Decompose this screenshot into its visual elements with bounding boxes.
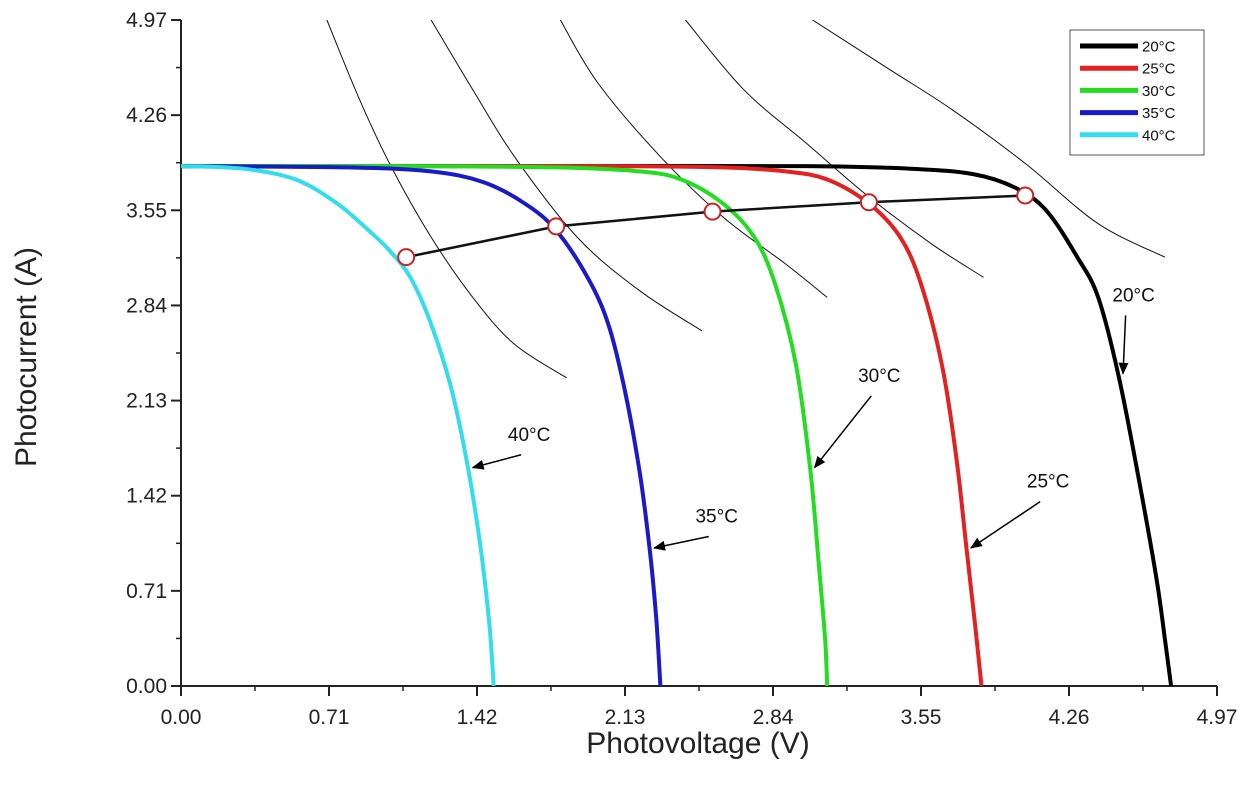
series-line: [181, 163, 1174, 686]
y-tick-label: 2.13: [126, 390, 167, 413]
annotation-label: 20°C: [1112, 285, 1154, 306]
x-tick-label: 2.13: [605, 706, 646, 729]
y-tick-label: 4.97: [126, 9, 167, 32]
y-tick-label: 0.71: [126, 580, 167, 603]
annotation-arrow: [471, 454, 522, 470]
legend-label: 35°C: [1142, 105, 1176, 122]
annotation-label: 25°C: [1027, 472, 1069, 493]
y-tick-label: 4.26: [126, 104, 167, 127]
mpp-marker: [397, 248, 416, 267]
y-axis-title: Photocurrent (A): [10, 247, 43, 467]
annotation-arrow: [1118, 315, 1129, 375]
series-line: [181, 164, 496, 686]
x-axis-title: Photovoltage (V): [586, 727, 809, 760]
legend: 20°C 25°C 30°C 35°C 40°C: [1069, 29, 1205, 156]
x-tick-label: 4.97: [1197, 706, 1238, 729]
annotation-label: 30°C: [858, 366, 900, 387]
y-tick-label: 0.00: [126, 675, 167, 698]
annotation-arrow: [970, 501, 1041, 549]
series-line: [181, 163, 984, 686]
legend-label: 30°C: [1142, 83, 1176, 100]
legend-label: 40°C: [1142, 127, 1176, 144]
plot-contents: [181, 20, 1174, 686]
power-curve: [812, 20, 1166, 258]
x-tick-label: 4.26: [1049, 706, 1090, 729]
annotation-arrow: [653, 535, 709, 551]
y-tick-label: 2.84: [126, 294, 167, 317]
power-curve: [685, 20, 984, 278]
power-curve: [326, 20, 567, 379]
mpp-marker: [703, 202, 722, 221]
x-tick-label: 3.55: [901, 706, 942, 729]
mpp-marker: [1016, 186, 1035, 205]
mpp-marker: [547, 217, 566, 236]
y-tick-label: 1.42: [126, 485, 167, 508]
x-tick-label: 0.71: [309, 706, 350, 729]
annotations: 20°C 25°C 30°C 35°C 40°C: [471, 285, 1155, 551]
legend-label: 20°C: [1142, 39, 1176, 56]
legend-label: 25°C: [1142, 61, 1176, 78]
y-tick-label: 3.55: [126, 199, 167, 222]
annotation-label: 40°C: [508, 425, 550, 446]
x-tick-label: 1.42: [457, 706, 498, 729]
power-curve: [430, 20, 703, 332]
series-line: [181, 163, 830, 686]
series-line: [181, 164, 663, 686]
plot-area: 0.00 0.71 1.42 2.13 2.84 3.55 4.26 4.97 0.00 0.71…: [126, 9, 1237, 729]
power-curve: [559, 20, 828, 298]
annotation-arrow: [813, 395, 872, 469]
x-tick-label: 0.00: [161, 706, 202, 729]
x-tick-label: 2.84: [753, 706, 794, 729]
annotation-label: 35°C: [695, 507, 737, 528]
mpp-marker: [859, 193, 878, 212]
